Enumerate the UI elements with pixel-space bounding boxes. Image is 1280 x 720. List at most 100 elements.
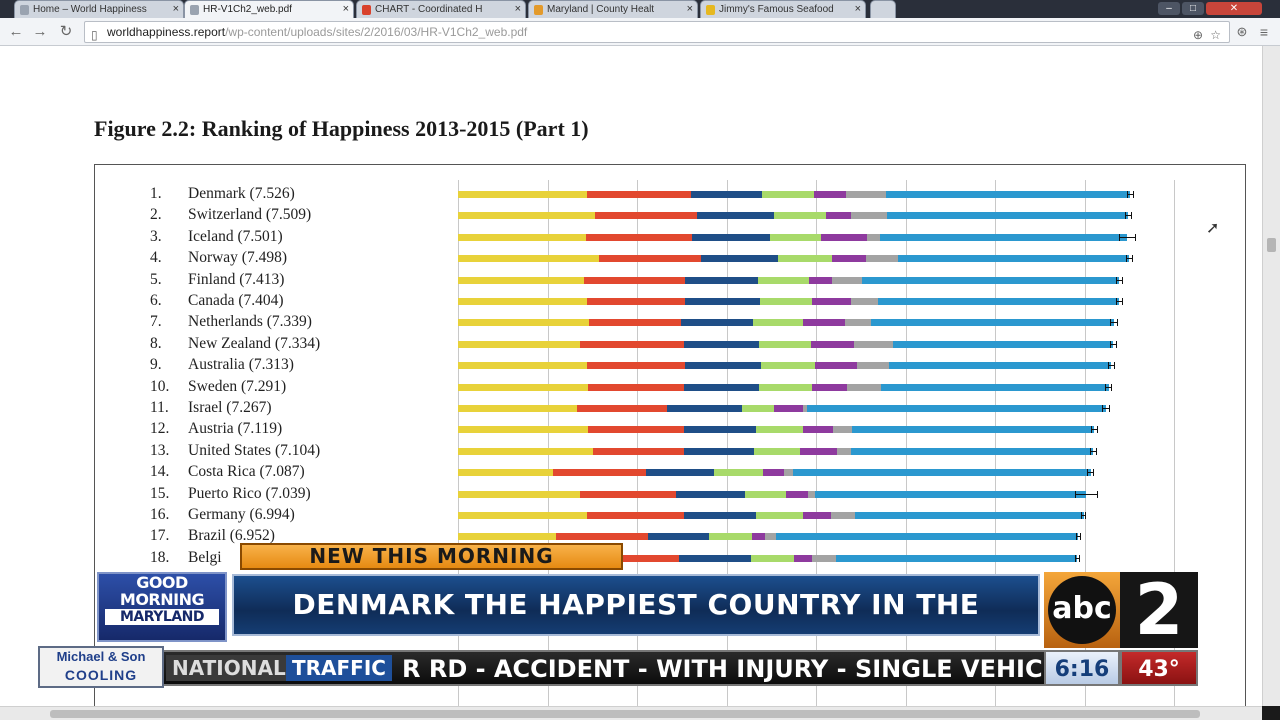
rank-number: 16.: [150, 506, 170, 523]
chart-site-icon: [362, 5, 371, 15]
close-icon[interactable]: ×: [514, 3, 521, 15]
bar-segment: [593, 447, 685, 455]
gridline: [458, 180, 459, 706]
close-icon[interactable]: ×: [854, 3, 861, 15]
bar-segment: [751, 533, 765, 541]
bar-segment: [855, 512, 1084, 519]
horizontal-scrollbar[interactable]: [0, 706, 1262, 720]
gridline: [816, 180, 817, 706]
stacked-bar: [458, 340, 1114, 348]
bar-segment: [862, 276, 1120, 284]
new-tab-button[interactable]: [870, 0, 896, 18]
bar-segment: [458, 319, 589, 327]
menu-icon[interactable]: ≡: [1259, 24, 1269, 40]
bookmark-star-icon[interactable]: ☆: [1210, 28, 1221, 42]
error-bar: [1110, 319, 1118, 327]
bar-segment: [879, 233, 1128, 241]
reload-button[interactable]: ↻: [59, 23, 73, 40]
bar-segment: [579, 490, 677, 498]
country-label: Australia (7.313): [188, 356, 294, 374]
bar-segment: [585, 233, 693, 241]
bar-segment: [676, 490, 746, 498]
scroll-thumb[interactable]: [50, 710, 1200, 718]
error-bar: [1124, 212, 1133, 220]
zoom-icon[interactable]: ⊕: [1192, 28, 1203, 42]
bar-segment: [750, 554, 794, 562]
news-ticker: NATIONAL TRAFFIC R RD - ACCIDENT - WITH …: [164, 650, 1044, 686]
tab-home-world-happiness[interactable]: Home – World Happiness ×: [14, 0, 184, 18]
close-icon[interactable]: ×: [342, 3, 349, 15]
news-tag: NEW THIS MORNING: [240, 543, 623, 570]
abc-logo: abc: [1048, 576, 1116, 644]
bar-segment: [599, 255, 701, 263]
minimize-button[interactable]: –: [1158, 2, 1180, 15]
error-bar: [1089, 447, 1098, 455]
bar-segment: [754, 447, 800, 455]
bar-segment: [647, 533, 710, 541]
forward-button[interactable]: →: [32, 23, 48, 40]
stacked-bar: [458, 362, 1112, 370]
bar-segment: [458, 362, 587, 370]
gridline: [637, 180, 638, 706]
tab-label: Home – World Happiness: [33, 4, 147, 15]
bar-segment: [850, 212, 887, 220]
bar-segment: [783, 469, 793, 477]
maximize-button[interactable]: □: [1182, 2, 1204, 15]
back-button[interactable]: ←: [8, 23, 24, 40]
scroll-thumb[interactable]: [1267, 238, 1276, 252]
stacked-bar: [458, 447, 1094, 455]
close-icon[interactable]: ×: [172, 3, 179, 15]
stacked-bar: [458, 426, 1095, 434]
rank-number: 8.: [150, 334, 162, 352]
country-label: Puerto Rico (7.039): [188, 484, 311, 502]
tab-label: Maryland | County Healt: [547, 4, 655, 15]
bar-segment: [745, 490, 787, 498]
bar-segment: [692, 233, 771, 241]
bar-segment: [808, 276, 833, 284]
tab-jimmys[interactable]: Jimmy's Famous Seafood ×: [700, 0, 866, 18]
tab-label: HR-V1Ch2_web.pdf: [203, 4, 292, 15]
extension-icon[interactable]: ⊛: [1236, 24, 1248, 39]
bar-segment: [854, 340, 893, 348]
rank-number: 1.: [150, 185, 162, 202]
stacked-bar: [458, 233, 1128, 241]
vertical-scrollbar[interactable]: [1262, 46, 1280, 706]
bar-segment: [458, 191, 587, 198]
close-icon[interactable]: ×: [686, 3, 693, 15]
bar-segment: [892, 340, 1114, 348]
bar-segment: [753, 319, 803, 327]
bar-segment: [458, 298, 587, 305]
country-label: United States (7.104): [188, 441, 321, 459]
tab-chart[interactable]: CHART - Coordinated H ×: [356, 0, 526, 18]
bar-segment: [775, 533, 1079, 541]
page-icon: [20, 5, 29, 15]
stacked-bar: [458, 512, 1084, 519]
bar-segment: [586, 362, 686, 370]
bar-segment: [756, 512, 804, 519]
country-label: Israel (7.267): [188, 399, 272, 416]
bar-segment: [793, 554, 813, 562]
bar-segment: [764, 533, 776, 541]
stacked-bar: [458, 533, 1079, 541]
bar-segment: [770, 233, 822, 241]
bar-segment: [803, 426, 833, 434]
tab-maryland[interactable]: Maryland | County Healt ×: [528, 0, 698, 18]
bar-segment: [458, 212, 595, 220]
temperature: 43°: [1120, 650, 1198, 686]
bar-segment: [762, 191, 815, 198]
bar-segment: [679, 554, 751, 562]
stacked-bar: [458, 490, 1087, 498]
close-window-button[interactable]: ✕: [1206, 2, 1262, 15]
bar-segment: [586, 191, 691, 198]
bar-segment: [778, 255, 833, 263]
bar-segment: [458, 512, 587, 519]
error-bar: [1115, 298, 1124, 305]
bar-segment: [810, 340, 855, 348]
rank-number: 14.: [150, 463, 170, 481]
address-bar[interactable]: ▯ worldhappiness.report/wp-content/uploa…: [84, 21, 1230, 43]
rank-number: 9.: [150, 356, 162, 374]
tab-pdf[interactable]: HR-V1Ch2_web.pdf ×: [184, 0, 354, 18]
bar-segment: [898, 255, 1130, 263]
rank-number: 11.: [150, 399, 169, 416]
bar-segment: [889, 362, 1112, 370]
